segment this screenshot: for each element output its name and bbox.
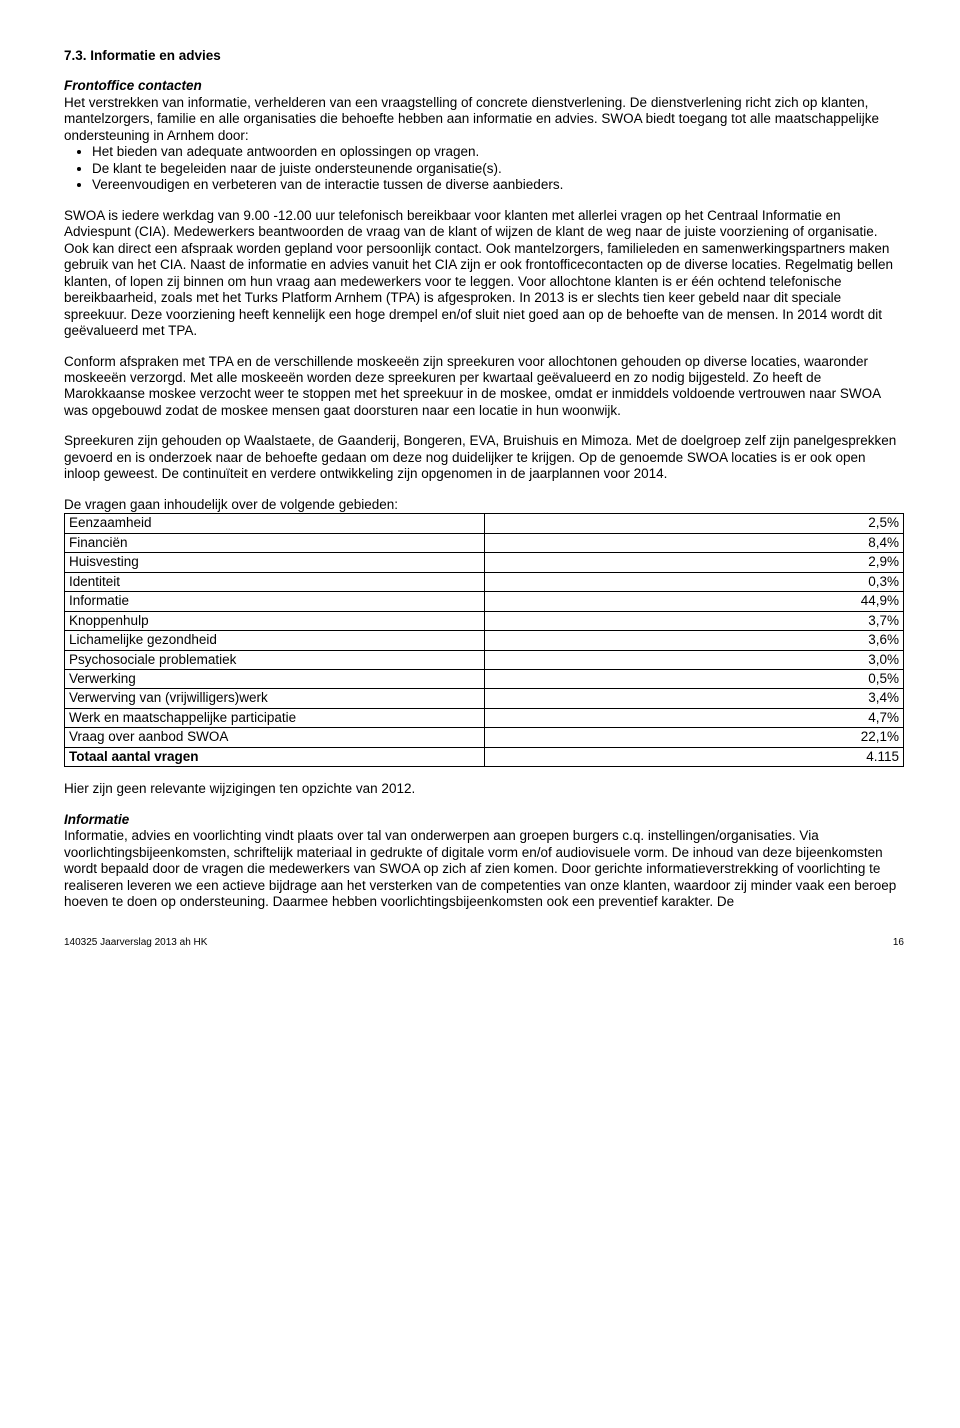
table-cell-label: Psychosociale problematiek bbox=[65, 650, 485, 669]
footer-left: 140325 Jaarverslag 2013 ah HK bbox=[64, 937, 207, 949]
questions-table: Eenzaamheid2,5%Financiën8,4%Huisvesting2… bbox=[64, 513, 904, 767]
table-cell-value: 22,1% bbox=[484, 728, 904, 747]
table-cell-label: Totaal aantal vragen bbox=[65, 747, 485, 766]
table-cell-label: Lichamelijke gezondheid bbox=[65, 631, 485, 650]
table-cell-value: 0,3% bbox=[484, 572, 904, 591]
table-row: Verwerking0,5% bbox=[65, 670, 904, 689]
table-row: Eenzaamheid2,5% bbox=[65, 514, 904, 533]
body-paragraph: Hier zijn geen relevante wijzigingen ten… bbox=[64, 781, 904, 797]
table-cell-value: 2,5% bbox=[484, 514, 904, 533]
body-paragraph: Conform afspraken met TPA en de verschil… bbox=[64, 354, 904, 420]
table-row: Verwerving van (vrijwilligers)werk3,4% bbox=[65, 689, 904, 708]
table-cell-value: 3,4% bbox=[484, 689, 904, 708]
table-row: Psychosociale problematiek3,0% bbox=[65, 650, 904, 669]
table-row: Lichamelijke gezondheid3,6% bbox=[65, 631, 904, 650]
table-row: Identiteit0,3% bbox=[65, 572, 904, 591]
page-footer: 140325 Jaarverslag 2013 ah HK 16 bbox=[64, 937, 904, 949]
table-cell-value: 4,7% bbox=[484, 708, 904, 727]
body-paragraph: SWOA is iedere werkdag van 9.00 -12.00 u… bbox=[64, 208, 904, 340]
table-cell-label: Knoppenhulp bbox=[65, 611, 485, 630]
body-paragraph: Spreekuren zijn gehouden op Waalstaete, … bbox=[64, 433, 904, 482]
subheading-frontoffice: Frontoffice contacten bbox=[64, 78, 904, 94]
list-item: Het bieden van adequate antwoorden en op… bbox=[92, 144, 904, 160]
table-cell-value: 3,6% bbox=[484, 631, 904, 650]
table-cell-label: Verwerving van (vrijwilligers)werk bbox=[65, 689, 485, 708]
table-cell-label: Vraag over aanbod SWOA bbox=[65, 728, 485, 747]
table-row: Knoppenhulp3,7% bbox=[65, 611, 904, 630]
table-cell-value: 44,9% bbox=[484, 592, 904, 611]
table-row: Financiën8,4% bbox=[65, 533, 904, 552]
body-paragraph: Informatie, advies en voorlichting vindt… bbox=[64, 828, 904, 910]
table-cell-label: Verwerking bbox=[65, 670, 485, 689]
table-cell-label: Werk en maatschappelijke participatie bbox=[65, 708, 485, 727]
table-cell-value: 8,4% bbox=[484, 533, 904, 552]
table-row: Vraag over aanbod SWOA22,1% bbox=[65, 728, 904, 747]
table-row: Werk en maatschappelijke participatie4,7… bbox=[65, 708, 904, 727]
bullet-list: Het bieden van adequate antwoorden en op… bbox=[64, 144, 904, 193]
table-cell-value: 4.115 bbox=[484, 747, 904, 766]
subheading-informatie: Informatie bbox=[64, 812, 904, 828]
intro-paragraph: Het verstrekken van informatie, verhelde… bbox=[64, 95, 904, 144]
list-item: Vereenvoudigen en verbeteren van de inte… bbox=[92, 177, 904, 193]
table-cell-value: 0,5% bbox=[484, 670, 904, 689]
table-cell-label: Identiteit bbox=[65, 572, 485, 591]
table-row-total: Totaal aantal vragen4.115 bbox=[65, 747, 904, 766]
table-cell-value: 3,7% bbox=[484, 611, 904, 630]
table-cell-label: Informatie bbox=[65, 592, 485, 611]
table-row: Informatie44,9% bbox=[65, 592, 904, 611]
section-heading: 7.3. Informatie en advies bbox=[64, 48, 904, 64]
table-cell-label: Eenzaamheid bbox=[65, 514, 485, 533]
footer-page-number: 16 bbox=[893, 937, 904, 949]
table-cell-label: Financiën bbox=[65, 533, 485, 552]
table-cell-label: Huisvesting bbox=[65, 553, 485, 572]
table-cell-value: 2,9% bbox=[484, 553, 904, 572]
list-item: De klant te begeleiden naar de juiste on… bbox=[92, 161, 904, 177]
table-row: Huisvesting2,9% bbox=[65, 553, 904, 572]
table-lead: De vragen gaan inhoudelijk over de volge… bbox=[64, 497, 904, 513]
table-cell-value: 3,0% bbox=[484, 650, 904, 669]
